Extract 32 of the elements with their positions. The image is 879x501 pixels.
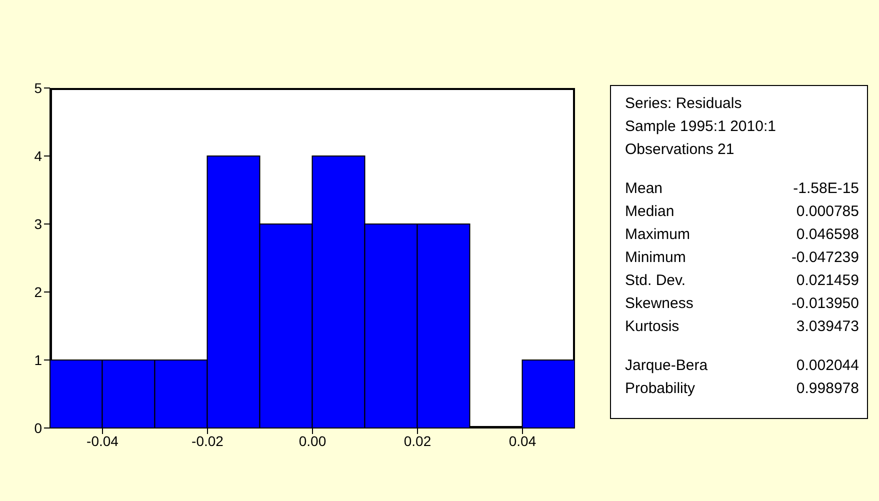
text: Observations 21	[625, 140, 736, 160]
text: Maximum	[625, 225, 690, 245]
text: Jarque-Bera	[625, 356, 708, 376]
text: Mean	[625, 179, 663, 199]
text: Sample 1995:1 2010:1	[625, 117, 777, 137]
text: Series: Residuals	[625, 94, 743, 114]
text: Median	[625, 202, 674, 222]
y-tick-label: 0	[34, 420, 42, 436]
text: 0.002044	[796, 356, 859, 376]
y-tick-label: 4	[34, 148, 42, 164]
x-tick-label: 0.04	[508, 432, 536, 449]
y-tick-label: 3	[34, 216, 42, 232]
x-tick-label: -0.02	[192, 432, 224, 449]
text: 0.000785	[796, 202, 859, 222]
text: 0.021459	[796, 271, 859, 291]
x-tick-label: 0.02	[404, 432, 432, 449]
y-tick-label: 5	[34, 80, 42, 96]
x-tick-label: -0.04	[86, 432, 119, 449]
text: Probability	[625, 379, 696, 399]
text: -0.047239	[791, 248, 859, 268]
text: 3.039473	[796, 317, 859, 337]
text: -0.013950	[791, 294, 859, 314]
text: 0.046598	[796, 225, 859, 245]
x-tick-label: 0.00	[298, 432, 326, 449]
text: Kurtosis	[625, 317, 680, 337]
y-tick-label: 1	[34, 352, 42, 368]
text: 0.998978	[796, 379, 859, 399]
text: Minimum	[625, 248, 686, 268]
text: Std. Dev.	[625, 271, 686, 291]
text: -1.58E-15	[793, 179, 859, 199]
y-tick-label: 2	[34, 284, 42, 300]
text: Skewness	[625, 294, 694, 314]
